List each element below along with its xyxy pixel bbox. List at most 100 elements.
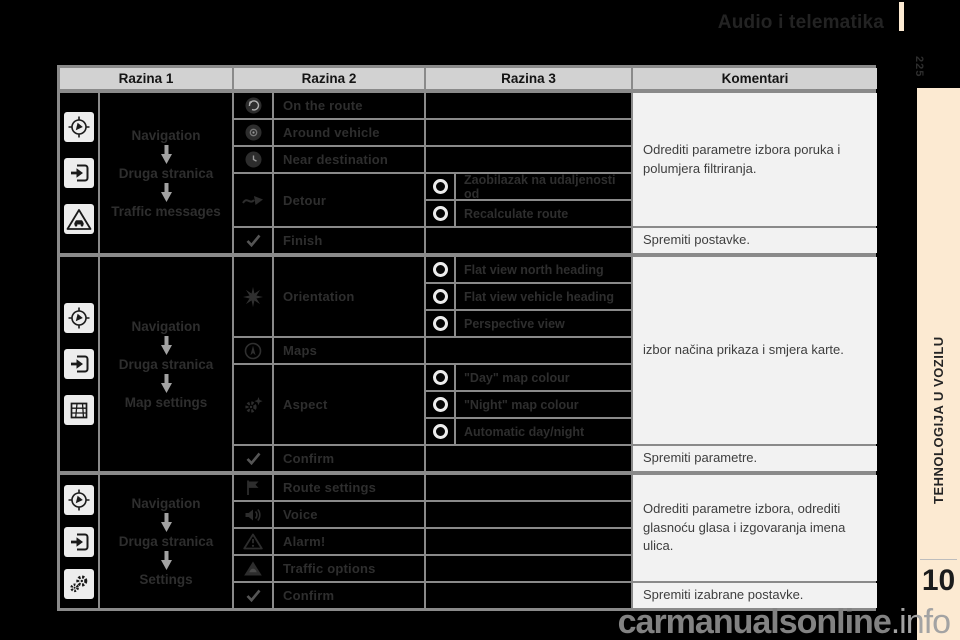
arrow-down-icon: [160, 144, 172, 164]
option-label: Automatic day/night: [456, 419, 631, 444]
alarm-warning-icon: [234, 529, 272, 554]
arrow-down-icon: [160, 182, 172, 202]
radio-icon: [426, 365, 454, 390]
radio-icon: [426, 201, 454, 226]
maps-compass-icon: [234, 338, 272, 363]
radio-icon: [426, 311, 454, 336]
path-step: Navigation: [131, 127, 201, 143]
level1-icon-column: [60, 257, 98, 471]
menu-table: Razina 1 Razina 2 Razina 3 Komentari Nav…: [57, 65, 877, 611]
near-destination-icon: [234, 147, 272, 172]
compass-icon: [64, 112, 94, 142]
menu-item-label: Traffic options: [274, 556, 424, 581]
arrow-down-icon: [160, 513, 172, 532]
radio-icon: [426, 257, 454, 282]
table-header-row: Razina 1 Razina 2 Razina 3 Komentari: [60, 68, 877, 89]
level1-path: Navigation Druga stranica Map settings: [100, 257, 232, 471]
gears-icon: [64, 568, 94, 599]
compass-icon: [64, 484, 94, 515]
level3-empty-cell: [426, 446, 631, 471]
menu-item-label: Detour: [274, 174, 424, 226]
path-step: Settings: [139, 572, 193, 587]
level1-path: Navigation Druga stranica Traffic messag…: [100, 93, 232, 253]
orientation-star-icon: [234, 257, 272, 336]
level3-empty-cell: [426, 120, 631, 145]
section-traffic-messages: Navigation Druga stranica Traffic messag…: [60, 93, 877, 253]
check-icon: [234, 583, 272, 608]
column-header-level2: Razina 2: [234, 68, 424, 89]
traffic-warning-icon: [64, 204, 94, 234]
option-label: "Day" map colour: [456, 365, 631, 390]
menu-item-label: Around vehicle: [274, 120, 424, 145]
level3-empty-cell: [426, 338, 631, 363]
detour-icon: [234, 174, 272, 226]
watermark-main: carmanualsonline: [617, 603, 892, 640]
menu-item-label: Route settings: [274, 475, 424, 500]
route-settings-icon: [234, 475, 272, 500]
comment-cell: Odrediti parametre izbora, odrediti glas…: [633, 475, 877, 581]
option-label: Recalculate route: [456, 201, 631, 226]
level3-empty-cell: [426, 502, 631, 527]
watermark: carmanualsonline.info: [617, 603, 951, 640]
traffic-options-icon: [234, 556, 272, 581]
section-map-settings: Navigation Druga stranica Map settings O…: [60, 257, 877, 471]
column-header-level1: Razina 1: [60, 68, 232, 89]
arrow-down-icon: [160, 335, 172, 355]
map-grid-icon: [64, 395, 94, 425]
option-label: Flat view vehicle heading: [456, 284, 631, 309]
comment-cell: Odrediti parametre izbora poruka i polum…: [633, 93, 877, 226]
path-step: Map settings: [124, 394, 208, 410]
column-header-level3: Razina 3: [426, 68, 631, 89]
menu-item-label: On the route: [274, 93, 424, 118]
comment-cell: Spremiti parametre.: [633, 446, 877, 471]
comment-cell: Spremiti izabrane postavke.: [633, 583, 877, 608]
chapter-divider: [920, 559, 957, 560]
menu-item-label: Near destination: [274, 147, 424, 172]
radio-icon: [426, 174, 454, 199]
menu-item-label: Voice: [274, 502, 424, 527]
chapter-strip: TEHNOLOGIJA U VOZILU 10: [917, 88, 960, 640]
option-label: Perspective view: [456, 311, 631, 336]
level3-empty-cell: [426, 529, 631, 554]
accent-tick: [899, 2, 904, 31]
path-step: Navigation: [131, 318, 201, 334]
menu-item-label: Alarm!: [274, 529, 424, 554]
path-step: Druga stranica: [118, 534, 214, 549]
check-icon: [234, 228, 272, 253]
radio-icon: [426, 419, 454, 444]
voice-icon: [234, 502, 272, 527]
level3-empty-cell: [426, 147, 631, 172]
comment-cell: izbor načina prikaza i smjera karte.: [633, 257, 877, 444]
page-number: 225: [913, 56, 925, 78]
level3-empty-cell: [426, 475, 631, 500]
arrow-down-icon: [160, 373, 172, 393]
level3-empty-cell: [426, 228, 631, 253]
menu-item-label: Confirm: [274, 446, 424, 471]
column-header-comments: Komentari: [633, 68, 877, 89]
radio-icon: [426, 392, 454, 417]
path-step: Druga stranica: [118, 356, 214, 372]
path-step: Navigation: [131, 496, 201, 511]
menu-item-label: Finish: [274, 228, 424, 253]
arrow-down-icon: [160, 551, 172, 570]
menu-item-label: Aspect: [274, 365, 424, 444]
next-page-icon: [64, 158, 94, 188]
chapter-label: TEHNOLOGIJA U VOZILU: [931, 336, 946, 504]
path-step: Traffic messages: [111, 203, 221, 219]
option-label: "Night" map colour: [456, 392, 631, 417]
compass-icon: [64, 303, 94, 333]
check-icon: [234, 446, 272, 471]
page-title: Audio i telematika: [717, 12, 884, 33]
menu-item-label: Confirm: [274, 583, 424, 608]
section-settings: Navigation Druga stranica Settings Route…: [60, 475, 877, 608]
level1-path: Navigation Druga stranica Settings: [100, 475, 232, 608]
around-vehicle-icon: [234, 120, 272, 145]
option-label: Zaobilazak na udaljenosti od: [456, 173, 631, 201]
menu-item-label: Maps: [274, 338, 424, 363]
watermark-suffix: .info: [890, 603, 951, 640]
aspect-icon: [234, 365, 272, 444]
level3-empty-cell: [426, 556, 631, 581]
radio-icon: [426, 284, 454, 309]
chapter-number: 10: [921, 564, 956, 597]
